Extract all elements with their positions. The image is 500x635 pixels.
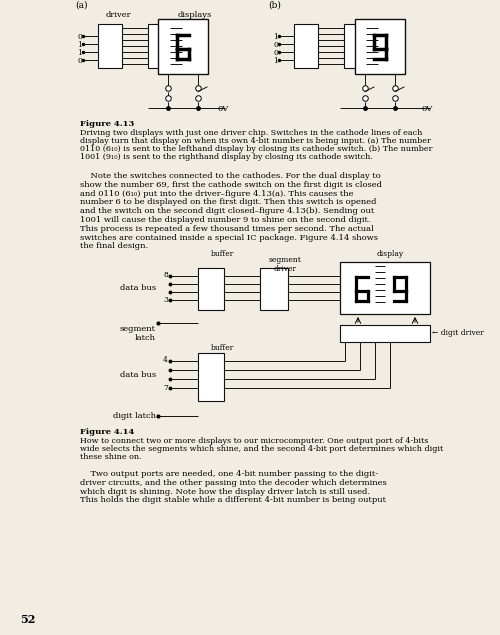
Bar [260,268,288,310]
Text: these shine on.: these shine on. [80,453,142,461]
Text: display turn that display on when its own 4-bit number is being input. (a) The n: display turn that display on when its ow… [80,137,431,145]
Text: Driving two displays with just one driver chip. Switches in the cathode lines of: Driving two displays with just one drive… [80,129,422,137]
Text: 0: 0 [77,57,82,65]
Text: 1001 (9₁₀) is sent to the righthand display by closing its cathode switch.: 1001 (9₁₀) is sent to the righthand disp… [80,153,373,161]
Text: ← digit driver: ← digit driver [432,329,484,337]
Bar [158,19,208,74]
Text: number 6 to be displayed on the first digit. Then this switch is opened: number 6 to be displayed on the first di… [80,198,376,206]
Text: and the switch on the second digit closed–figure 4.13(b). Sending out: and the switch on the second digit close… [80,207,374,215]
Text: 52: 52 [20,614,36,625]
Text: 1: 1 [77,49,82,57]
Text: How to connect two or more displays to our microcomputer. One output port of 4-b: How to connect two or more displays to o… [80,437,428,445]
Text: buffer: buffer [210,344,234,352]
Text: 4: 4 [163,356,168,364]
Text: Figure 4.13: Figure 4.13 [80,120,134,128]
Text: display: display [376,250,404,258]
Text: buffer: buffer [210,250,234,258]
Text: This process is repeated a few thousand times per second. The actual: This process is repeated a few thousand … [80,225,374,233]
Bar [344,24,366,68]
Text: segment
driver: segment driver [268,256,302,273]
Text: digit latch: digit latch [113,412,156,420]
Text: show the number 69, first the cathode switch on the first digit is closed: show the number 69, first the cathode sw… [80,181,382,189]
Text: This holds the digit stable while a different 4-bit number is being output: This holds the digit stable while a diff… [80,497,386,504]
Bar [198,353,224,401]
Text: 3: 3 [163,296,168,304]
Text: driver: driver [105,11,131,19]
Bar [294,24,318,68]
Text: (b): (b) [268,1,281,10]
Text: 0V: 0V [218,105,229,113]
Text: wide selects the segments which shine, and the second 4-bit port determines whic: wide selects the segments which shine, a… [80,445,444,453]
Text: driver circuits, and the other passing into the decoder which determines: driver circuits, and the other passing i… [80,479,387,487]
Text: (a): (a) [75,1,88,10]
Text: the final design.: the final design. [80,243,148,250]
Text: 8: 8 [163,271,168,279]
Text: 0: 0 [273,41,278,49]
Bar [340,262,430,314]
Bar [355,19,405,74]
Text: data bus: data bus [120,371,156,379]
Text: Two output ports are needed, one 4-bit number passing to the digit-: Two output ports are needed, one 4-bit n… [80,470,378,478]
Text: 1001 will cause the displayed number 9 to shine on the second digit.: 1001 will cause the displayed number 9 t… [80,216,370,224]
Text: data bus: data bus [120,284,156,292]
Text: displays: displays [178,11,212,19]
Text: 7: 7 [163,384,168,392]
Bar [148,24,170,68]
Text: 1: 1 [273,33,278,41]
Text: 0110 (6₁₀) is sent to the lefthand display by closing its cathode switch. (b) Th: 0110 (6₁₀) is sent to the lefthand displ… [80,145,432,153]
Text: 1: 1 [77,41,82,49]
Text: 1: 1 [273,57,278,65]
Bar [340,325,430,342]
Text: Figure 4.14: Figure 4.14 [80,428,134,436]
Text: 0: 0 [273,49,278,57]
Text: and 0110 (6₁₀) put into the driver–figure 4.13(a). This causes the: and 0110 (6₁₀) put into the driver–figur… [80,190,353,197]
Bar [198,268,224,310]
Text: which digit is shining. Note how the display driver latch is still used.: which digit is shining. Note how the dis… [80,488,370,495]
Text: switches are contained inside a special IC package. Figure 4.14 shows: switches are contained inside a special … [80,234,378,241]
Bar [98,24,122,68]
Text: 0V: 0V [422,105,433,113]
Text: segment
latch: segment latch [120,325,156,342]
Text: Note the switches connected to the cathodes. For the dual display to: Note the switches connected to the catho… [80,172,381,180]
Text: 0: 0 [77,33,82,41]
